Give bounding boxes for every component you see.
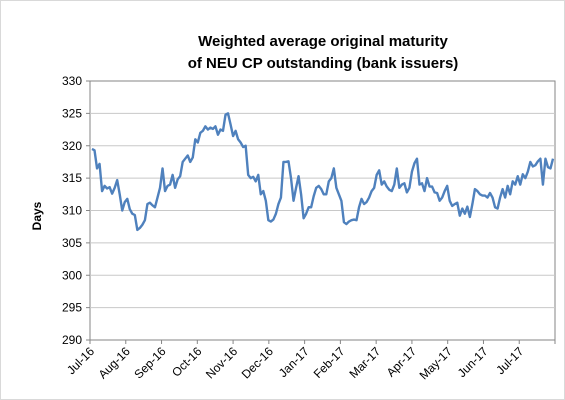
x-tick-label: Oct-16 [169,344,205,380]
x-tick-label: Jul-16 [64,344,97,377]
x-tick-label: Mar-17 [346,344,383,381]
y-axis-ticks: 290 295 300 305 310 315 320 325 330 [62,74,90,347]
x-tick-label: Feb-17 [311,344,348,381]
y-tick-label: 310 [62,204,82,218]
series-line [91,112,555,232]
y-tick-label: 325 [62,106,82,120]
y-tick-label: 305 [62,236,82,250]
x-tick-label: Sep-16 [131,344,168,381]
series-layer [91,112,555,232]
gridlines [90,112,555,309]
y-tick-label: 330 [62,74,82,88]
chart-title-line-1: Weighted average original maturity [198,33,448,50]
x-tick-label: Dec-16 [239,344,276,381]
x-tick-label: Apr-17 [384,344,420,380]
y-axis-title: Days [30,201,44,230]
x-tick-label: Jan-17 [276,344,312,380]
x-tick-label: Nov-16 [203,344,240,381]
y-tick-label: 295 [62,301,82,315]
y-tick-label: 300 [62,268,82,282]
y-tick-label: 320 [62,139,82,153]
x-tick-label: Jul-17 [493,344,526,377]
y-tick-label: 315 [62,171,82,185]
chart-title-line-2: of NEU CP outstanding (bank issuers) [188,55,459,72]
x-tick-label: May-17 [417,344,455,382]
y-tick-label: 290 [62,333,82,347]
x-tick-label: Aug-16 [96,344,133,381]
x-tick-label: Jun-17 [455,344,491,380]
